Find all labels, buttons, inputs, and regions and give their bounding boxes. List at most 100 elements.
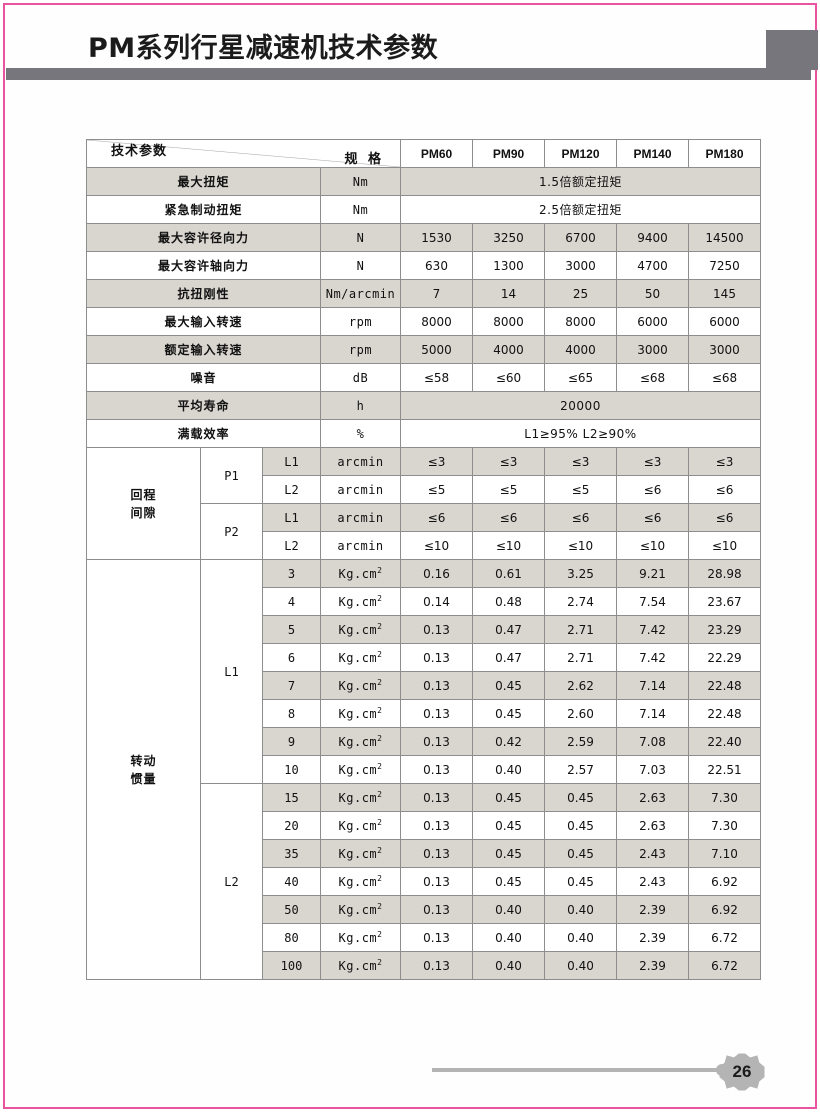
inertia-ratio-0-7: 10: [262, 755, 321, 784]
value-cell-5-3: 6000: [616, 307, 689, 336]
value-cell-7-2: ≤65: [544, 363, 617, 392]
inertia-row: 80 Kg.cm2 0.13 0.40 0.40 2.39 6.72: [87, 923, 761, 952]
inertia-value-0-3-1: 0.47: [472, 643, 545, 672]
unit-cell-0: Nm: [320, 167, 401, 196]
inertia-value-1-3-4: 6.92: [688, 867, 761, 896]
backlash-value-1-0-1: ≤6: [472, 503, 545, 532]
value-cell-5-2: 8000: [544, 307, 617, 336]
inertia-value-1-3-0: 0.13: [400, 867, 473, 896]
backlash-value-0-0-4: ≤3: [688, 447, 761, 476]
inertia-row: 10 Kg.cm2 0.13 0.40 2.57 7.03 22.51: [87, 755, 761, 784]
inertia-row: 8 Kg.cm2 0.13 0.45 2.60 7.14 22.48: [87, 699, 761, 728]
inertia-value-0-5-4: 22.48: [688, 699, 761, 728]
inertia-label-line1: 转动: [130, 753, 157, 768]
unit-cell-9: %: [320, 419, 401, 448]
value-cell-4-1: 14: [472, 279, 545, 308]
inertia-unit-1-1: Kg.cm2: [320, 811, 401, 840]
page-number-text: 26: [732, 1062, 752, 1081]
backlash-label-line1: 回程: [130, 487, 157, 502]
value-cell-6-4: 3000: [688, 335, 761, 364]
specification-table: 规 格技术参数 PM60 PM90 PM120 PM140 PM180 最大扭矩 Nm 1.5倍…: [86, 139, 761, 980]
inertia-value-0-3-2: 2.71: [544, 643, 617, 672]
backlash-value-1-0-0: ≤6: [400, 503, 473, 532]
param-name-0: 最大扭矩: [86, 167, 321, 196]
inertia-value-1-0-0: 0.13: [400, 783, 473, 812]
inertia-ratio-1-3: 40: [262, 867, 321, 896]
inertia-label-line2: 惯量: [130, 771, 157, 786]
inertia-value-1-0-1: 0.45: [472, 783, 545, 812]
inertia-unit-1-5: Kg.cm2: [320, 923, 401, 952]
backlash-precision-1: P2: [200, 503, 263, 560]
inertia-value-1-6-2: 0.40: [544, 951, 617, 980]
unit-cell-8: h: [320, 391, 401, 420]
inertia-unit-0-4: Kg.cm2: [320, 671, 401, 700]
backlash-unit-0-0: arcmin: [320, 447, 401, 476]
inertia-value-1-5-4: 6.72: [688, 923, 761, 952]
footer-rule: [432, 1068, 722, 1072]
backlash-value-0-1-4: ≤6: [688, 475, 761, 504]
inertia-row: 40 Kg.cm2 0.13 0.45 0.45 2.43 6.92: [87, 867, 761, 896]
inertia-ratio-1-4: 50: [262, 895, 321, 924]
value-cell-4-2: 25: [544, 279, 617, 308]
inertia-group-label: 转动 惯量: [86, 559, 201, 980]
inertia-value-0-6-4: 22.40: [688, 727, 761, 756]
value-cell-2-2: 6700: [544, 223, 617, 252]
inertia-value-1-2-1: 0.45: [472, 839, 545, 868]
backlash-value-0-1-3: ≤6: [616, 475, 689, 504]
inertia-value-0-2-4: 23.29: [688, 615, 761, 644]
unit-cell-3: N: [320, 251, 401, 280]
inertia-value-1-1-0: 0.13: [400, 811, 473, 840]
inertia-stage-1: L2: [200, 783, 263, 980]
value-cell-3-2: 3000: [544, 251, 617, 280]
param-name-2: 最大容许径向力: [86, 223, 321, 252]
inertia-value-0-2-3: 7.42: [616, 615, 689, 644]
value-cell-3-0: 630: [400, 251, 473, 280]
param-name-7: 噪音: [86, 363, 321, 392]
inertia-row: 20 Kg.cm2 0.13 0.45 0.45 2.63 7.30: [87, 811, 761, 840]
inertia-value-0-7-4: 22.51: [688, 755, 761, 784]
inertia-value-1-4-0: 0.13: [400, 895, 473, 924]
inertia-value-1-5-2: 0.40: [544, 923, 617, 952]
inertia-value-0-4-3: 7.14: [616, 671, 689, 700]
inertia-value-0-1-1: 0.48: [472, 587, 545, 616]
inertia-value-0-2-0: 0.13: [400, 615, 473, 644]
inertia-row: 6 Kg.cm2 0.13 0.47 2.71 7.42 22.29: [87, 643, 761, 672]
value-cell-6-3: 3000: [616, 335, 689, 364]
inertia-unit-0-0: Kg.cm2: [320, 559, 401, 588]
backlash-value-0-1-0: ≤5: [400, 475, 473, 504]
table-header-row: 规 格 技术参数 PM60 PM90 PM120 PM140 PM180: [86, 139, 761, 168]
merged-value-9: L1≥95% L2≥90%: [400, 419, 761, 448]
inertia-unit-1-3: Kg.cm2: [320, 867, 401, 896]
inertia-row: 转动 惯量 L1 3 Kg.cm2 0.16 0.61 3.25 9.21 28.98: [86, 559, 761, 980]
header-param-label: 技术参数: [111, 144, 168, 159]
inertia-value-0-5-2: 2.60: [544, 699, 617, 728]
inertia-value-0-6-3: 7.08: [616, 727, 689, 756]
inertia-value-0-4-2: 2.62: [544, 671, 617, 700]
inertia-unit-0-5: Kg.cm2: [320, 699, 401, 728]
table-row: 抗扭刚性 Nm/arcmin 7 14 25 50 145: [86, 279, 761, 308]
inertia-row: 35 Kg.cm2 0.13 0.45 0.45 2.43 7.10: [87, 839, 761, 868]
inertia-value-1-4-3: 2.39: [616, 895, 689, 924]
backlash-value-0-1-2: ≤5: [544, 475, 617, 504]
backlash-value-0-0-1: ≤3: [472, 447, 545, 476]
table-row: 满载效率% L1≥95% L2≥90%: [86, 419, 761, 448]
model-header-4: PM180: [688, 139, 761, 168]
backlash-value-1-0-3: ≤6: [616, 503, 689, 532]
backlash-stage-1-0: L1: [262, 503, 321, 532]
inertia-value-0-0-1: 0.61: [472, 559, 545, 588]
model-header-0: PM60: [400, 139, 473, 168]
table-row: 最大扭矩 Nm 1.5倍额定扭矩: [86, 167, 761, 196]
inertia-row: 7 Kg.cm2 0.13 0.45 2.62 7.14 22.48: [87, 671, 761, 700]
inertia-ratio-0-2: 5: [262, 615, 321, 644]
param-name-6: 额定输入转速: [86, 335, 321, 364]
backlash-value-0-0-2: ≤3: [544, 447, 617, 476]
backlash-precision-0: P1: [200, 447, 263, 504]
inertia-value-1-2-0: 0.13: [400, 839, 473, 868]
backlash-value-0-0-0: ≤3: [400, 447, 473, 476]
inertia-value-1-0-2: 0.45: [544, 783, 617, 812]
inertia-value-0-0-0: 0.16: [400, 559, 473, 588]
inertia-value-0-2-1: 0.47: [472, 615, 545, 644]
backlash-value-1-0-4: ≤6: [688, 503, 761, 532]
backlash-value-1-1-1: ≤10: [472, 531, 545, 560]
merged-value-0: 1.5倍额定扭矩: [400, 167, 761, 196]
